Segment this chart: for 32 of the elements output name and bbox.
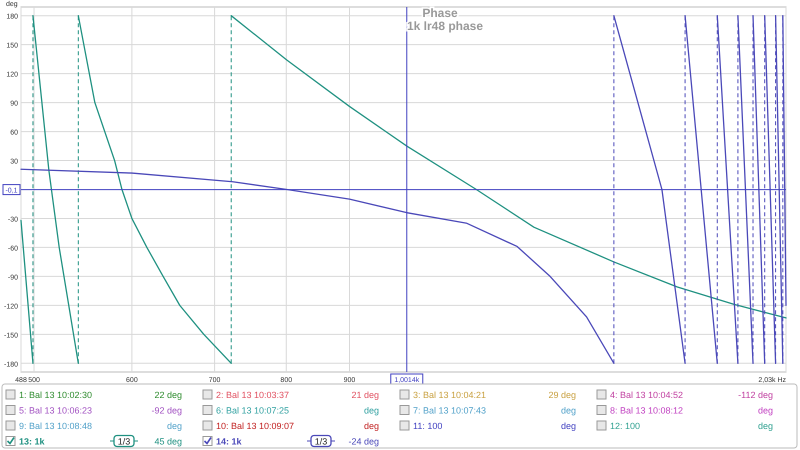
text: 3: Bal 13 10:04:21 — [413, 390, 486, 400]
text: 5: Bal 13 10:06:23 — [19, 406, 92, 416]
text: 1/3 — [314, 436, 328, 446]
text: 7: Bal 13 10:07:43 — [413, 406, 486, 416]
text: 21 deg — [351, 390, 379, 400]
text: -24 deg — [348, 436, 379, 446]
text: 6: Bal 13 10:07:25 — [216, 406, 290, 416]
text: 2: Bal 13 10:03:37 — [216, 390, 290, 400]
text: 11: 100 — [413, 421, 442, 431]
text: 29 deg — [548, 390, 576, 400]
text: deg — [364, 421, 379, 431]
text: -112 deg — [738, 390, 773, 400]
text: deg — [364, 406, 379, 416]
text: deg — [758, 421, 773, 431]
text: 10: Bal 13 10:09:07 — [216, 421, 294, 431]
text: 1/3 — [118, 436, 130, 446]
text: 22 deg — [154, 390, 182, 400]
text: 1: Bal 13 10:02:30 — [19, 390, 92, 400]
text: -92 deg — [151, 406, 182, 416]
text: 9: Bal 13 10:08:48 — [19, 421, 92, 431]
chart-title: Phase — [422, 6, 458, 20]
text: 1k lr48 phase — [406, 19, 484, 33]
text: deg — [560, 421, 576, 431]
text: deg — [758, 406, 773, 416]
text: deg — [166, 421, 182, 431]
text: 45 deg — [154, 436, 182, 446]
legend-label: 14: 1k — [216, 436, 243, 446]
text: 12: 100 — [610, 421, 640, 431]
text: 4: Bal 13 10:04:52 — [610, 390, 684, 400]
text: 8: Bal 13 10:08:12 — [610, 406, 684, 416]
legend-label: 13: 1k — [19, 436, 46, 446]
text: deg — [560, 406, 576, 416]
